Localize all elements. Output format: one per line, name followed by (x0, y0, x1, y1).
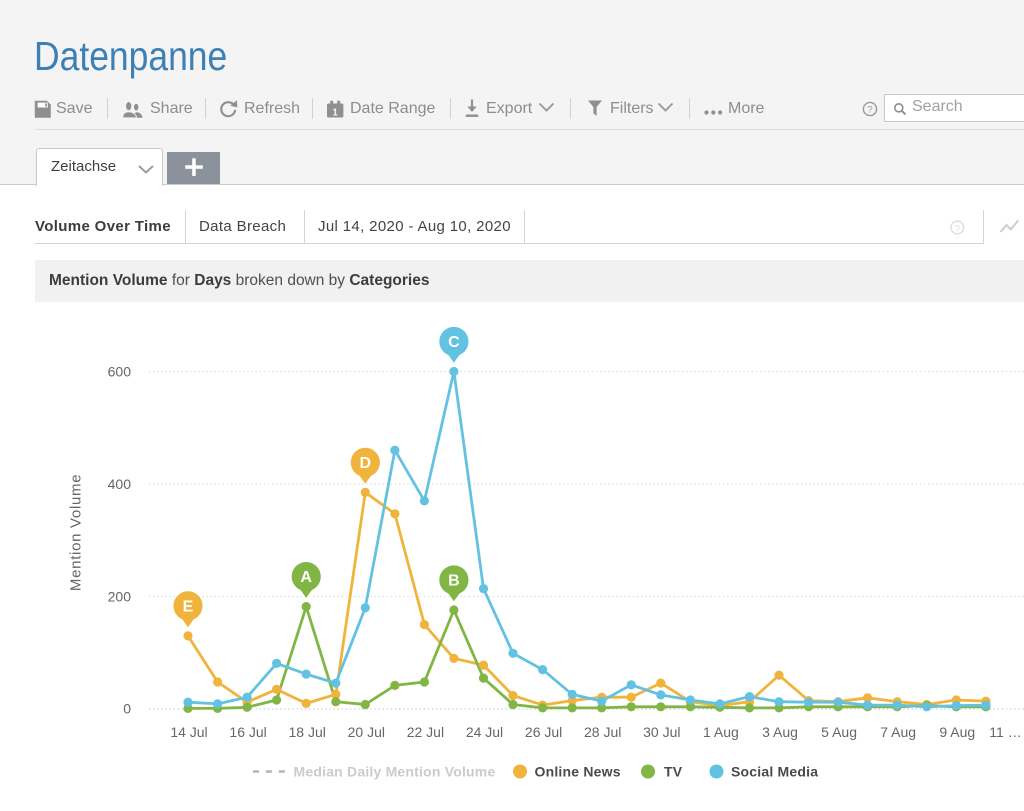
svg-text:Median Daily Mention Volume: Median Daily Mention Volume (294, 764, 496, 780)
svg-text:18 Jul: 18 Jul (289, 724, 326, 740)
svg-text:7 Aug: 7 Aug (880, 724, 916, 740)
svg-text:A: A (300, 569, 312, 586)
svg-text:600: 600 (108, 364, 132, 380)
svg-text:D: D (360, 455, 372, 472)
svg-text:24 Jul: 24 Jul (466, 724, 503, 740)
svg-text:200: 200 (108, 589, 132, 605)
svg-text:0: 0 (123, 701, 131, 717)
svg-text:9 Aug: 9 Aug (939, 724, 975, 740)
svg-text:16 Jul: 16 Jul (229, 724, 266, 740)
svg-text:Online News: Online News (535, 764, 621, 780)
svg-text:400: 400 (108, 476, 132, 492)
svg-text:Mention Volume: Mention Volume (67, 474, 84, 591)
svg-text:3 Aug: 3 Aug (762, 724, 798, 740)
svg-text:22 Jul: 22 Jul (407, 724, 444, 740)
svg-text:30 Jul: 30 Jul (643, 724, 680, 740)
svg-text:1 Aug: 1 Aug (703, 724, 739, 740)
svg-text:11 …: 11 … (989, 724, 1021, 740)
svg-text:?: ? (955, 223, 960, 234)
svg-text:20 Jul: 20 Jul (348, 724, 385, 740)
svg-text:5 Aug: 5 Aug (821, 724, 857, 740)
svg-text:?: ? (867, 105, 872, 116)
svg-text:26 Jul: 26 Jul (525, 724, 562, 740)
svg-text:TV: TV (664, 764, 683, 780)
svg-text:1: 1 (332, 108, 338, 119)
svg-text:B: B (448, 573, 460, 590)
svg-text:C: C (448, 334, 460, 351)
svg-text:14 Jul: 14 Jul (170, 724, 207, 740)
svg-text:E: E (183, 599, 194, 616)
svg-text:Social Media: Social Media (731, 764, 818, 780)
svg-text:28 Jul: 28 Jul (584, 724, 621, 740)
